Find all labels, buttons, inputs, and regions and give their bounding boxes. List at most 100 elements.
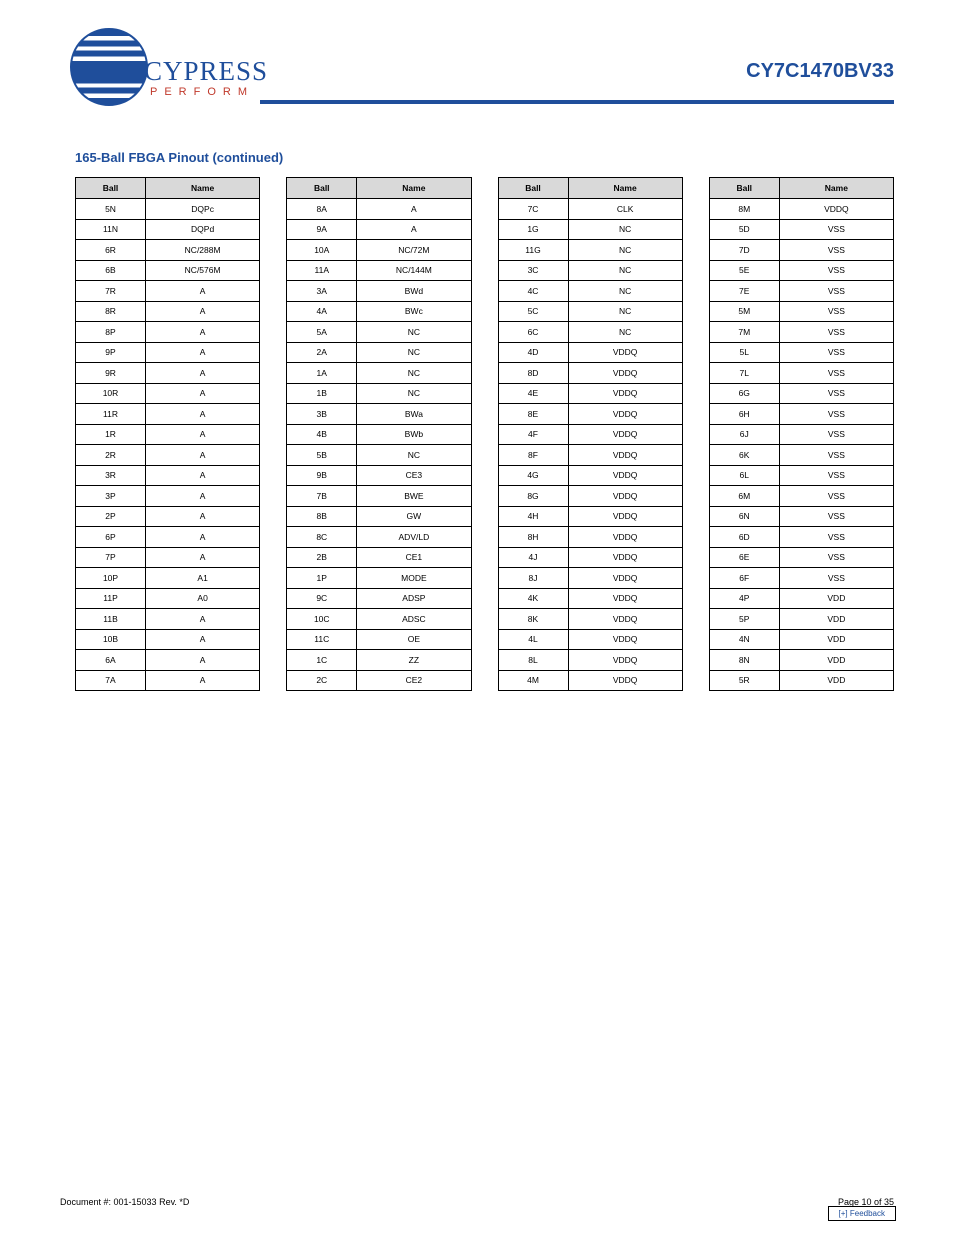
cell: A [146, 629, 260, 650]
cell: NC [568, 281, 682, 302]
cell: 10R [76, 383, 146, 404]
table-row: 5DVSS [709, 219, 893, 240]
cell: ADSC [357, 609, 471, 630]
table-row: 8HVDDQ [498, 527, 682, 548]
cell: 4H [498, 506, 568, 527]
cell: 6M [709, 486, 779, 507]
cell: 3R [76, 465, 146, 486]
footer: Document #: 001-15033 Rev. *D Page 10 of… [0, 1197, 954, 1207]
column-header: Ball [498, 178, 568, 199]
column-header: Name [568, 178, 682, 199]
cell: ADV/LD [357, 527, 471, 548]
table-row: 6AA [76, 650, 260, 671]
cell: 5E [709, 260, 779, 281]
cell: 7M [709, 322, 779, 343]
table-row: 1CZZ [287, 650, 471, 671]
cell: VDDQ [568, 445, 682, 466]
cell: 10A [287, 240, 357, 261]
cell: 4E [498, 383, 568, 404]
cell: VDDQ [779, 199, 893, 220]
table-row: 6DVSS [709, 527, 893, 548]
cell: VDDQ [568, 588, 682, 609]
cell: 10C [287, 609, 357, 630]
cell: NC [357, 383, 471, 404]
table-row: 4LVDDQ [498, 629, 682, 650]
cell: 2A [287, 342, 357, 363]
table-row: 6BNC/576M [76, 260, 260, 281]
cell: VDDQ [568, 424, 682, 445]
cell: 5P [709, 609, 779, 630]
table-row: 6NVSS [709, 506, 893, 527]
cell: A [146, 322, 260, 343]
cell: 7D [709, 240, 779, 261]
cell: A [146, 404, 260, 425]
table-row: 4DVDDQ [498, 342, 682, 363]
cell: CE3 [357, 465, 471, 486]
cell: NC/576M [146, 260, 260, 281]
cell: NC [357, 445, 471, 466]
table-row: 11GNC [498, 240, 682, 261]
table-row: 8FVDDQ [498, 445, 682, 466]
cell: A1 [146, 568, 260, 589]
cell: A [146, 650, 260, 671]
table-row: 8RA [76, 301, 260, 322]
cell: VSS [779, 527, 893, 548]
table-row: 6RNC/288M [76, 240, 260, 261]
cell: NC [357, 342, 471, 363]
cell: 11N [76, 219, 146, 240]
table-row: 3RA [76, 465, 260, 486]
table-row: 11RA [76, 404, 260, 425]
table-row: 6GVSS [709, 383, 893, 404]
cell: NC/72M [357, 240, 471, 261]
cell: A [146, 383, 260, 404]
cell: 8F [498, 445, 568, 466]
cell: 4D [498, 342, 568, 363]
cell: NC [568, 219, 682, 240]
table-row: 10BA [76, 629, 260, 650]
table-row: 5BNC [287, 445, 471, 466]
cell: VSS [779, 322, 893, 343]
table-row: 5LVSS [709, 342, 893, 363]
table-row: 9CADSP [287, 588, 471, 609]
feedback-link[interactable]: [+] Feedback [828, 1206, 896, 1221]
cell: VDDQ [568, 650, 682, 671]
table-row: 8BGW [287, 506, 471, 527]
cell: VDDQ [568, 629, 682, 650]
cell: 2P [76, 506, 146, 527]
cell: 4N [709, 629, 779, 650]
pinout-table: BallName7CCLK1GNC11GNC3CNC4CNC5CNC6CNC4D… [498, 177, 683, 691]
table-row: 8KVDDQ [498, 609, 682, 630]
cell: 8C [287, 527, 357, 548]
table-row: 5MVSS [709, 301, 893, 322]
table-row: 4FVDDQ [498, 424, 682, 445]
cell: VDDQ [568, 465, 682, 486]
cell: 3B [287, 404, 357, 425]
table-row: 11PA0 [76, 588, 260, 609]
table-row: 3CNC [498, 260, 682, 281]
column-header: Ball [709, 178, 779, 199]
table-row: 4KVDDQ [498, 588, 682, 609]
table-row: 10RA [76, 383, 260, 404]
table-row: 5RVDD [709, 670, 893, 691]
cell: VDDQ [568, 670, 682, 691]
table-row: 7PA [76, 547, 260, 568]
cell: 4F [498, 424, 568, 445]
cell: A0 [146, 588, 260, 609]
table-row: 8GVDDQ [498, 486, 682, 507]
cell: A [146, 424, 260, 445]
cell: DQPd [146, 219, 260, 240]
cypress-logo: CYPRESS PERFORM [70, 28, 255, 118]
cell: 3P [76, 486, 146, 507]
cell: VDDQ [568, 527, 682, 548]
table-row: 4MVDDQ [498, 670, 682, 691]
cell: 7A [76, 670, 146, 691]
cell: 6L [709, 465, 779, 486]
cell: VDDQ [568, 609, 682, 630]
table-row: 6KVSS [709, 445, 893, 466]
table-row: 2PA [76, 506, 260, 527]
cell: 11R [76, 404, 146, 425]
cell: 7B [287, 486, 357, 507]
cell: 4P [709, 588, 779, 609]
table-row: 7RA [76, 281, 260, 302]
cell: 9B [287, 465, 357, 486]
